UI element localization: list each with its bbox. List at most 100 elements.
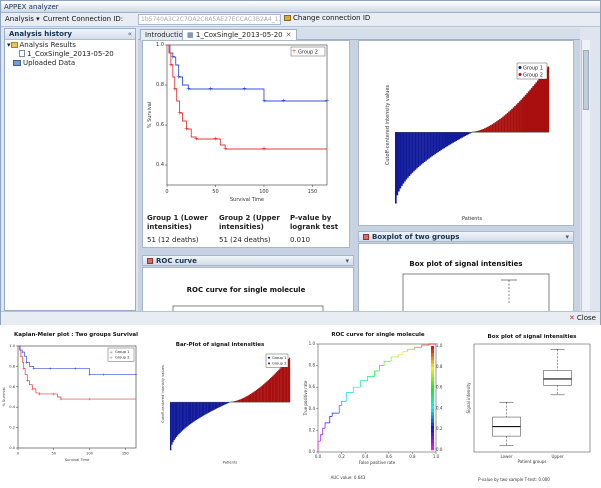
bar-legend-label: Group 2 <box>523 73 543 79</box>
bar-group2 <box>252 392 253 402</box>
bar-group2 <box>529 90 531 133</box>
km-censor-mark: + <box>194 136 199 143</box>
bar-group1 <box>455 132 457 141</box>
bar-group2 <box>511 109 513 132</box>
boxplot-section-header[interactable]: Boxplot of two groups▾ <box>358 231 574 242</box>
km-censor-mark: + <box>134 372 137 377</box>
bar-group1 <box>197 402 198 419</box>
bar-group2 <box>281 367 282 402</box>
bar-group1 <box>443 132 445 148</box>
roc-colorbar-segment <box>431 363 434 367</box>
tree-item-analysis-results[interactable]: ▾Analysis Results <box>7 41 76 49</box>
bar-group2 <box>269 379 270 402</box>
km-legend-label: Group 2 <box>298 50 318 56</box>
collapse-icon[interactable]: ▾ <box>345 257 349 265</box>
bar-group1 <box>224 402 225 405</box>
bar-group1 <box>407 132 409 177</box>
bar-group1 <box>410 132 412 174</box>
tab-coxsingle[interactable]: ▦ 1_CoxSingle_2013-05-20✕ <box>182 29 297 40</box>
km-xlabel: Survival Time <box>230 197 264 203</box>
bar-legend-label: Group 1 <box>523 66 543 72</box>
roc-xtick-label: 0.6 <box>386 454 393 459</box>
bar-group1 <box>434 132 436 154</box>
stats-value-pvalue: 0.010 <box>290 236 310 245</box>
bar-group1 <box>179 402 180 433</box>
km-xtick-label: 50 <box>212 189 218 195</box>
bar-group1 <box>403 132 405 183</box>
roc-colorbar-segment <box>431 433 434 437</box>
km-ytick-label: 0.8 <box>9 364 15 368</box>
bar-group1 <box>439 132 441 151</box>
roc-curve-segment <box>375 371 380 376</box>
bar-group1 <box>413 132 415 171</box>
bottom-bar: ✕Close <box>1 311 600 325</box>
box-frame <box>474 344 590 452</box>
bar-group1 <box>431 132 433 156</box>
change-connection-button[interactable]: Change connection ID <box>284 14 370 25</box>
document-icon <box>19 50 25 57</box>
roc-colorbar-segment <box>431 356 434 360</box>
stats-value-group1: 51 (12 deaths) <box>147 236 199 245</box>
chart-icon <box>147 258 153 264</box>
bar-group2 <box>504 115 506 132</box>
bar-group2 <box>493 123 495 132</box>
km-censor-mark: + <box>25 360 28 365</box>
bar-xlabel: Patients <box>462 216 482 222</box>
bar-group2 <box>544 71 546 133</box>
bar-group1 <box>194 402 195 421</box>
roc-curve-segment <box>384 361 391 365</box>
connection-id-field[interactable]: 1b5740A3C2C7DA2C8A5AE27ECCAC3B2A4_136840… <box>138 14 281 25</box>
tree-item-result[interactable]: 1_CoxSingle_2013-05-20 <box>19 50 114 58</box>
scroll-thumb[interactable] <box>583 50 589 110</box>
bar-group2 <box>478 131 480 133</box>
bar-group1 <box>190 402 191 424</box>
km-xtick-label: 100 <box>86 452 94 456</box>
bar-group2 <box>278 370 279 402</box>
close-button[interactable]: ✕Close <box>569 314 596 322</box>
bar-legend-marker <box>519 73 522 76</box>
analysis-menu[interactable]: Analysis ▾ <box>5 15 40 23</box>
km-censor-mark: + <box>74 366 77 371</box>
bar-group1 <box>458 132 460 139</box>
roc-xtick-label: 1.0 <box>433 454 440 459</box>
km-ytick-label: 0.2 <box>9 426 15 430</box>
bar-group1 <box>401 132 403 186</box>
tree-item-uploaded[interactable]: Uploaded Data <box>13 59 75 67</box>
bar-group1 <box>404 132 406 181</box>
content-scrollbar[interactable] <box>581 40 590 311</box>
roc-xtick-label: 0.0 <box>315 454 322 459</box>
box-category-label: Lower <box>500 454 512 459</box>
bar-group1 <box>214 402 215 410</box>
bar-group2 <box>272 376 273 402</box>
bar-group1 <box>422 132 424 163</box>
bar-group1 <box>419 132 421 165</box>
km-censor-mark: + <box>102 372 105 377</box>
collapse-icon[interactable]: ▾ <box>565 233 569 241</box>
bar-group1 <box>210 402 211 412</box>
bar-group2 <box>263 384 264 402</box>
close-tab-icon[interactable]: ✕ <box>286 31 292 39</box>
boxplot-panel-upper: Box plot of signal intensities <box>358 243 574 311</box>
collapse-icon[interactable]: « <box>128 30 132 38</box>
bar-group1 <box>223 402 224 405</box>
roc-section-header[interactable]: ROC curve▾ <box>142 255 354 266</box>
bar-group1 <box>209 402 210 412</box>
bar-group2 <box>275 373 276 402</box>
km-censor-mark: + <box>22 366 25 371</box>
roc-title: ROC curve for single molecule <box>331 332 425 338</box>
roc-curve-segment <box>325 423 330 428</box>
bar-group2 <box>522 98 524 132</box>
bar-group1 <box>226 402 227 403</box>
box-iqr <box>544 370 572 385</box>
app-title: APPEX analyzer <box>4 3 59 11</box>
bar-group2 <box>244 397 245 402</box>
bar-group1 <box>400 132 402 188</box>
km-legend-marker: + <box>291 48 296 55</box>
bar-group2 <box>540 77 542 133</box>
bar-group2 <box>258 388 259 402</box>
stats-header-group1: Group 1 (Lower intensities) <box>147 214 215 232</box>
bar-group1 <box>195 402 196 420</box>
roc-colorbar-segment <box>431 395 434 399</box>
bar-group2 <box>277 371 278 402</box>
